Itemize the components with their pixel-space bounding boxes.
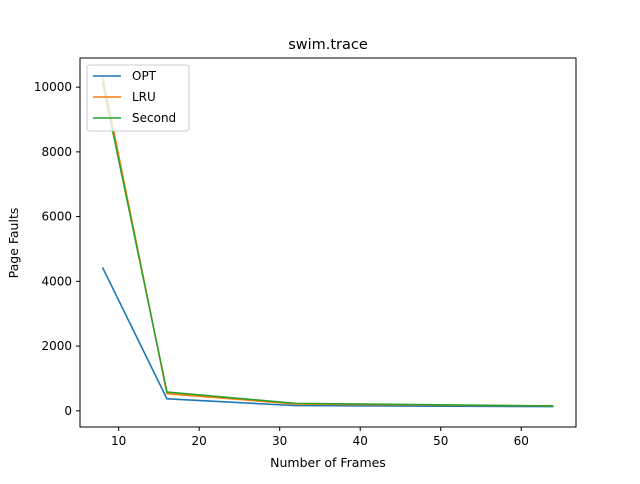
x-tick-label: 20 [192, 434, 207, 448]
legend-label-opt: OPT [132, 69, 157, 83]
x-tick-label: 40 [353, 434, 368, 448]
x-tick-label: 60 [514, 434, 529, 448]
legend-label-second: Second [132, 111, 176, 125]
plot-layer: 10 20 30 40 50 60 0 2000 4000 6000 8000 10000 [34, 75, 554, 448]
legend-box [86, 64, 190, 132]
chart-title: swim.trace [288, 37, 368, 53]
y-tick-label: 10000 [34, 80, 72, 94]
legend-label-lru: LRU [132, 90, 156, 104]
plot-frame [79, 57, 577, 428]
series-line-opt [101, 267, 554, 408]
y-tick-label: 0 [64, 404, 72, 418]
x-tick-label: 50 [433, 434, 448, 448]
series-line-second [101, 82, 554, 407]
legend: OPT LRU Second [86, 64, 190, 132]
y-axis-label: Page Faults [6, 208, 21, 279]
y-tick-label: 2000 [41, 339, 72, 353]
y-tick-label: 6000 [41, 210, 72, 224]
x-tick-label: 30 [272, 434, 287, 448]
y-tick-label: 8000 [41, 145, 72, 159]
x-tick-label: 10 [111, 434, 126, 448]
x-axis-label: Number of Frames [270, 455, 386, 470]
y-tick-label: 4000 [41, 274, 72, 288]
